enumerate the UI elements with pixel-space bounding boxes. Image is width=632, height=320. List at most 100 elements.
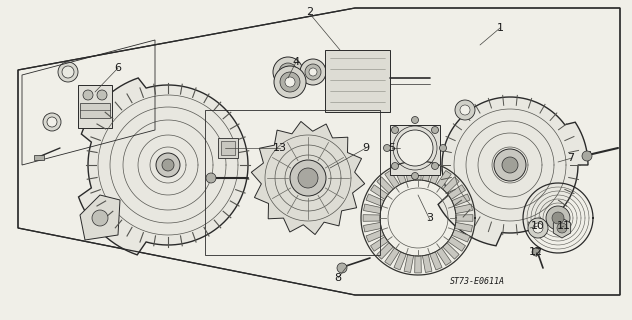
Text: 9: 9 [362, 143, 370, 153]
Text: ST73-E0611A: ST73-E0611A [450, 277, 505, 286]
Circle shape [92, 210, 108, 226]
Circle shape [411, 116, 418, 124]
Circle shape [280, 72, 300, 92]
Polygon shape [415, 163, 422, 180]
Text: 10: 10 [531, 221, 545, 231]
Bar [80, 103, 110, 118]
Circle shape [582, 151, 592, 161]
Text: 7: 7 [568, 153, 574, 163]
Polygon shape [366, 194, 384, 206]
Polygon shape [363, 204, 382, 213]
Polygon shape [454, 204, 473, 213]
Polygon shape [377, 243, 393, 259]
Circle shape [309, 68, 317, 76]
Circle shape [300, 59, 326, 85]
Circle shape [274, 66, 306, 98]
Circle shape [455, 100, 475, 120]
Polygon shape [452, 194, 470, 206]
Circle shape [97, 90, 107, 100]
Circle shape [391, 126, 399, 133]
Polygon shape [370, 185, 388, 199]
Text: 4: 4 [293, 57, 300, 67]
Bar [218, 138, 238, 158]
Polygon shape [363, 222, 382, 232]
Circle shape [494, 149, 526, 181]
Circle shape [337, 263, 347, 273]
Polygon shape [78, 78, 248, 255]
Text: 12: 12 [529, 247, 543, 257]
Text: 5: 5 [389, 143, 396, 153]
Polygon shape [422, 164, 432, 181]
Circle shape [432, 163, 439, 170]
Circle shape [285, 77, 295, 87]
Circle shape [283, 67, 293, 77]
Circle shape [532, 248, 540, 256]
Polygon shape [438, 97, 588, 246]
Circle shape [397, 130, 433, 166]
Polygon shape [385, 248, 399, 266]
Text: 8: 8 [334, 273, 341, 283]
Text: 1: 1 [497, 23, 504, 33]
Polygon shape [377, 177, 393, 193]
Text: 6: 6 [114, 63, 121, 73]
Polygon shape [448, 236, 466, 251]
Circle shape [391, 163, 399, 170]
Circle shape [502, 157, 518, 173]
Bar [221, 141, 235, 155]
Polygon shape [442, 177, 459, 193]
Circle shape [47, 117, 57, 127]
Polygon shape [394, 252, 406, 270]
Text: 2: 2 [307, 7, 313, 17]
Polygon shape [554, 218, 571, 238]
Circle shape [62, 66, 74, 78]
Circle shape [552, 212, 564, 224]
Circle shape [305, 64, 321, 80]
Polygon shape [80, 195, 120, 240]
Circle shape [460, 105, 470, 115]
Circle shape [279, 63, 297, 81]
Text: 13: 13 [273, 143, 287, 153]
Polygon shape [18, 8, 620, 295]
Circle shape [273, 57, 303, 87]
Polygon shape [437, 248, 451, 266]
Text: 11: 11 [557, 221, 571, 231]
Circle shape [156, 153, 180, 177]
Polygon shape [370, 236, 388, 251]
Polygon shape [394, 166, 406, 184]
Circle shape [43, 113, 61, 131]
Circle shape [162, 159, 174, 171]
Polygon shape [430, 166, 442, 184]
Circle shape [533, 223, 543, 233]
Polygon shape [390, 125, 440, 175]
Polygon shape [422, 254, 432, 273]
Polygon shape [415, 256, 422, 273]
Polygon shape [430, 252, 442, 270]
Circle shape [439, 145, 446, 151]
Polygon shape [252, 122, 365, 235]
Polygon shape [448, 185, 466, 199]
Polygon shape [456, 215, 473, 221]
Circle shape [298, 168, 318, 188]
Polygon shape [404, 164, 413, 181]
Circle shape [83, 90, 93, 100]
Circle shape [557, 223, 567, 233]
Circle shape [432, 126, 439, 133]
Circle shape [58, 62, 78, 82]
Circle shape [290, 160, 326, 196]
Polygon shape [404, 254, 413, 273]
Polygon shape [437, 171, 451, 188]
Bar [34, 155, 44, 160]
Polygon shape [452, 230, 470, 242]
Text: 3: 3 [427, 213, 434, 223]
Circle shape [528, 218, 548, 238]
Polygon shape [454, 222, 473, 232]
Polygon shape [78, 85, 112, 128]
Polygon shape [442, 243, 459, 259]
Polygon shape [385, 171, 399, 188]
Circle shape [206, 173, 216, 183]
Circle shape [411, 172, 418, 180]
Circle shape [546, 206, 570, 230]
Circle shape [384, 145, 391, 151]
Polygon shape [366, 230, 384, 242]
Polygon shape [325, 50, 390, 112]
